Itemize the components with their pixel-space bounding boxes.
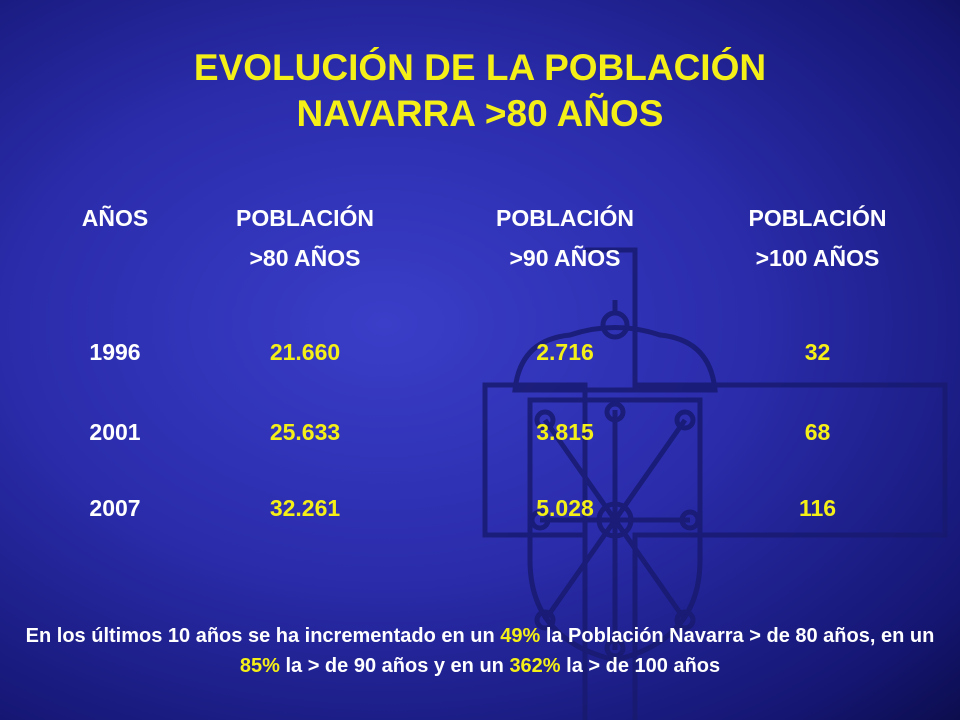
column-header-years: AÑOS [30,198,200,238]
column-header-over-80: POBLACIÓN >80 AÑOS [200,198,410,278]
header-line-2: >100 AÑOS [755,245,880,271]
table-cell-year: 2007 [89,495,141,521]
table-cell-over-100: 116 [798,495,837,521]
title-line-1: EVOLUCIÓN DE LA POBLACIÓN [193,47,767,88]
table-cell-over-100: 32 [804,339,831,365]
column-header-over-100: POBLACIÓN >100 AÑOS [705,198,930,278]
header-line-1: POBLACIÓN [748,205,887,231]
table-cell-over-80: 25.633 [269,419,341,445]
table-cell-year: 1996 [89,339,141,365]
header-line-1: POBLACIÓN [496,205,634,231]
header-line-1: AÑOS [81,205,149,231]
highlight-percent-100: 362% [509,655,561,677]
highlight-percent-80: 49% [500,625,541,647]
page-title: EVOLUCIÓN DE LA POBLACIÓN NAVARRA >80 AÑ… [0,45,960,137]
table-cell-over-90: 3.815 [536,419,594,445]
title-line-2: NAVARRA >80 AÑOS [296,93,664,134]
summary-text: En los últimos 10 años se ha incrementad… [20,621,940,681]
header-line-2: >90 AÑOS [509,245,621,271]
column-header-over-90: POBLACIÓN >90 AÑOS [455,198,675,278]
summary-text-part: la Población Navarra > de 80 años, en un [540,625,935,647]
table-cell-year: 2001 [89,419,141,445]
header-line-1: POBLACIÓN [236,205,374,231]
table-cell-over-100: 68 [804,419,831,445]
table-cell-over-80: 21.660 [269,339,341,365]
summary-text-part: la > de 100 años [560,655,721,677]
summary-text-part: En los últimos 10 años se ha incrementad… [25,625,501,647]
table-cell-over-90: 5.028 [536,495,594,521]
table-cell-over-90: 2.716 [536,339,594,365]
header-line-2: >80 AÑOS [249,245,361,271]
table-cell-over-80: 32.261 [269,495,341,521]
summary-text-part: la > de 90 años y en un [279,655,510,677]
highlight-percent-90: 85% [239,655,280,677]
